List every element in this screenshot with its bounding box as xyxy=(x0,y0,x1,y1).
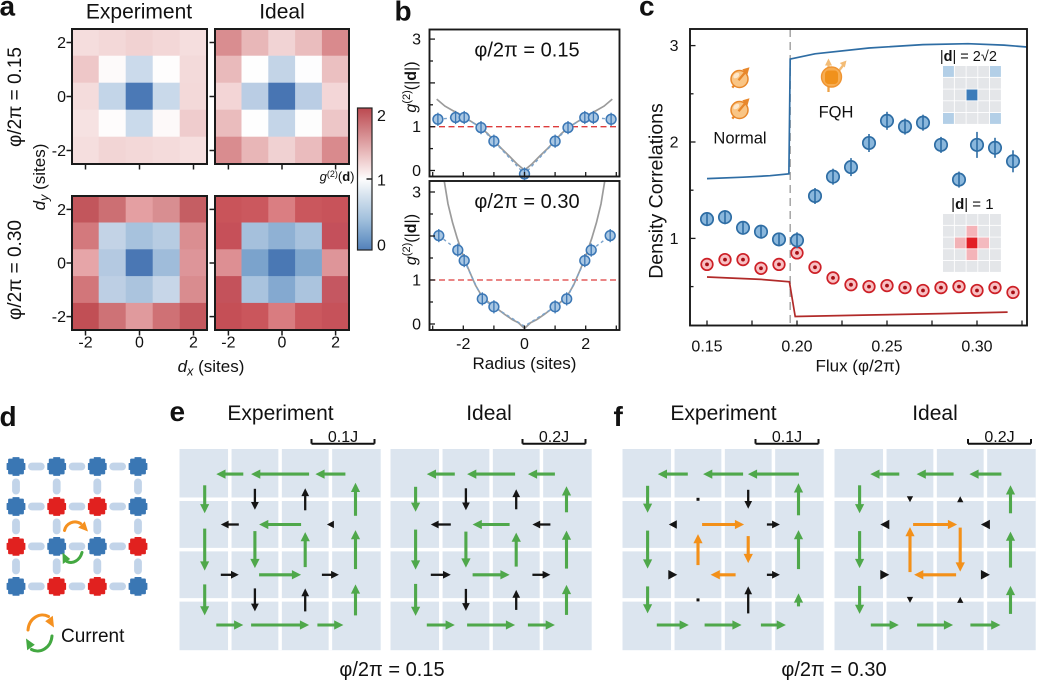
svg-text:1: 1 xyxy=(670,231,679,248)
svg-text:b: b xyxy=(395,0,412,27)
svg-text:0: 0 xyxy=(377,238,386,255)
svg-text:φ/2π = 0.15: φ/2π = 0.15 xyxy=(339,659,444,681)
svg-text:f: f xyxy=(614,401,624,432)
svg-text:0: 0 xyxy=(278,335,287,352)
svg-text:0.30: 0.30 xyxy=(961,339,992,356)
svg-text:0: 0 xyxy=(57,256,66,273)
svg-text:0.25: 0.25 xyxy=(871,339,902,356)
svg-text:2: 2 xyxy=(189,335,198,352)
svg-text:|d| = 1: |d| = 1 xyxy=(951,196,993,213)
svg-text:2: 2 xyxy=(331,335,340,352)
svg-text:d: d xyxy=(0,401,17,432)
svg-text:2: 2 xyxy=(670,135,679,152)
svg-text:φ/2π = 0.30: φ/2π = 0.30 xyxy=(781,659,886,681)
svg-text:Density Correlations: Density Correlations xyxy=(646,103,668,279)
svg-text:0: 0 xyxy=(520,336,529,353)
svg-text:1: 1 xyxy=(377,173,386,190)
svg-text:-2: -2 xyxy=(78,335,92,352)
svg-text:-2: -2 xyxy=(52,143,66,160)
svg-text:3: 3 xyxy=(670,38,679,55)
svg-text:Normal: Normal xyxy=(713,130,766,148)
svg-text:0.15: 0.15 xyxy=(691,339,722,356)
svg-text:Ideal: Ideal xyxy=(259,1,305,24)
svg-text:3: 3 xyxy=(412,32,421,49)
svg-text:2: 2 xyxy=(57,35,66,52)
svg-text:FQH: FQH xyxy=(819,104,854,122)
svg-text:0.2J: 0.2J xyxy=(539,429,569,446)
svg-text:a: a xyxy=(0,0,16,22)
svg-text:Experiment: Experiment xyxy=(227,402,333,425)
svg-text:Flux (φ/2π): Flux (φ/2π) xyxy=(815,357,900,376)
svg-text:Ideal: Ideal xyxy=(466,402,512,425)
svg-text:Ideal: Ideal xyxy=(912,402,958,425)
svg-text:1: 1 xyxy=(412,273,421,290)
svg-text:φ/2π = 0.30: φ/2π = 0.30 xyxy=(474,191,579,213)
svg-text:-2: -2 xyxy=(456,336,470,353)
svg-text:0: 0 xyxy=(135,335,144,352)
svg-text:φ/2π = 0.15: φ/2π = 0.15 xyxy=(5,47,26,147)
svg-text:0.1J: 0.1J xyxy=(328,429,358,446)
svg-text:Current: Current xyxy=(61,626,125,647)
svg-text:e: e xyxy=(170,396,186,427)
svg-text:-2: -2 xyxy=(221,335,235,352)
svg-text:Radius (sites): Radius (sites) xyxy=(473,354,577,373)
svg-text:2: 2 xyxy=(377,108,386,125)
svg-text:g(2)(d): g(2)(d) xyxy=(320,169,355,184)
svg-text:2: 2 xyxy=(581,336,590,353)
svg-text:3: 3 xyxy=(412,185,421,202)
svg-text:φ/2π = 0.30: φ/2π = 0.30 xyxy=(5,220,26,320)
svg-text:dx (sites): dx (sites) xyxy=(178,357,245,379)
svg-text:0.20: 0.20 xyxy=(781,339,812,356)
svg-text:g(2)(|d|): g(2)(|d|) xyxy=(401,61,420,112)
svg-text:φ/2π = 0.15: φ/2π = 0.15 xyxy=(474,40,579,62)
svg-text:c: c xyxy=(639,0,655,22)
svg-text:-2: -2 xyxy=(52,309,66,326)
svg-text:0.1J: 0.1J xyxy=(772,429,802,446)
svg-text:0: 0 xyxy=(412,163,421,180)
svg-text:0.2J: 0.2J xyxy=(984,429,1014,446)
svg-text:0: 0 xyxy=(412,317,421,334)
svg-text:g(2)(|d|): g(2)(|d|) xyxy=(401,214,420,265)
svg-text:0: 0 xyxy=(57,89,66,106)
svg-text:1: 1 xyxy=(412,119,421,136)
svg-text:2: 2 xyxy=(57,202,66,219)
svg-text:|d| = 2√2: |d| = 2√2 xyxy=(940,49,997,65)
svg-text:Experiment: Experiment xyxy=(86,1,192,24)
svg-text:dy (sites): dy (sites) xyxy=(30,144,52,211)
svg-text:Experiment: Experiment xyxy=(670,402,776,425)
